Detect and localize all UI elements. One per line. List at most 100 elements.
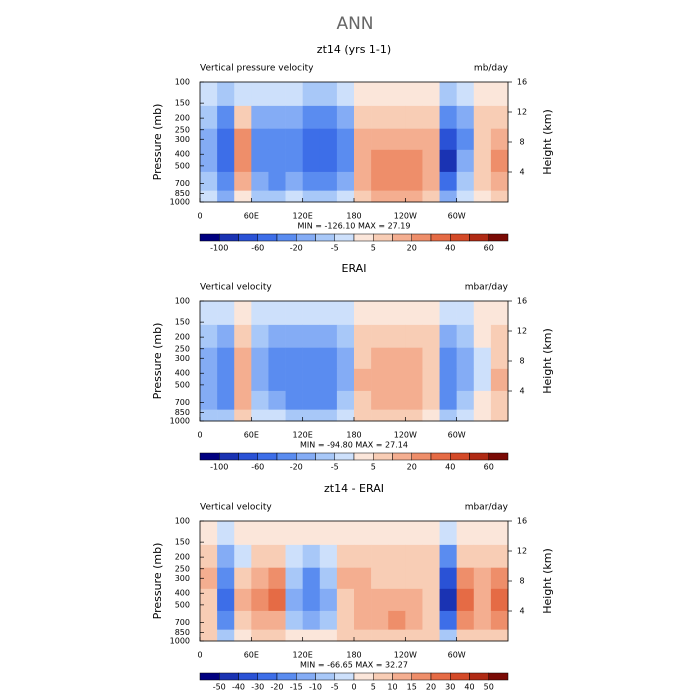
contour-cell [268,324,286,348]
contour-cell [354,521,372,546]
contour-cell [456,629,475,642]
colorbar-box [276,233,297,242]
contour-cell [268,610,286,630]
contour-cell [217,82,235,107]
contour-cell [268,347,286,370]
contour-cell [285,149,303,173]
contour-cell [217,347,235,370]
x-tick-label: 0 [197,651,202,660]
contour-cell [336,301,355,326]
y-tick-label: 700 [175,179,190,188]
colorbar-label: 40 [445,463,455,472]
contour-cell [200,171,218,191]
contour-cell [405,324,423,348]
colorbar-label: -15 [290,683,303,692]
y2-tick-label: 8 [519,357,524,366]
contour-cell [302,190,321,203]
x-tick-label: 180 [346,212,361,221]
colorbar-box [488,672,509,681]
contour-cell [268,190,286,203]
contour-cell [217,409,235,422]
y2-tick-label: 12 [517,547,527,556]
x-tick-label: 60W [448,651,466,660]
contour-cell [234,82,252,107]
contour-cell [473,409,492,422]
colorbar-box [199,672,220,681]
contour-cell [200,521,218,546]
contour-cell [490,629,509,642]
contour-cell [456,301,475,326]
contour-cell [354,82,372,107]
contour-cell [439,301,457,326]
contour-cell [200,567,218,590]
x-tick-label: 60E [244,212,259,221]
y-tick-label: 200 [175,333,190,342]
y-tick-label: 300 [175,135,190,144]
contour-cell [388,82,406,107]
contour-cell [490,171,509,191]
contour-cell [251,610,269,630]
contour-cell [336,588,355,612]
colorbar-box [353,452,374,461]
left-label: Vertical velocity [200,283,272,293]
colorbar-box [488,452,509,461]
contour-cell [439,368,457,392]
contour-cell [234,171,252,191]
y-tick-label: 850 [175,628,190,637]
contour-cell [302,105,321,129]
y-tick-label: 150 [175,99,190,108]
contour-cell [200,105,218,129]
contour-cell [371,190,389,203]
colorbar-label: 10 [387,683,397,692]
colorbar-label: 5 [371,463,376,472]
contour-cell [490,347,509,370]
colorbar-box [411,672,432,681]
contour-cell [319,128,338,151]
contour-cell [200,301,218,326]
contour-cell [302,610,321,630]
colorbar-box [373,452,393,461]
colorbar-box [353,672,374,681]
y-tick-label: 700 [175,618,190,627]
contour-cell [302,588,321,612]
contour-cell [285,544,303,568]
y-tick-label: 250 [175,344,190,353]
contour-cell [388,544,406,568]
colorbar-box [257,672,278,681]
contour-cell [371,171,389,191]
y-tick-label: 400 [175,369,190,378]
contour-cell [473,368,492,392]
contour-cell [285,390,303,410]
contour-cell [200,82,218,107]
contour-cell [251,390,269,410]
contour-cell [422,128,440,151]
x-tick-label: 0 [197,431,202,440]
contour-cell [319,567,338,590]
y-axis-label: Pressure (mb) [151,323,164,400]
y-tick-label: 1000 [170,417,190,426]
y-tick-label: 300 [175,354,190,363]
contour-cell [302,390,321,410]
x-tick-label: 120E [293,431,313,440]
contour-cell [388,347,406,370]
contour-cell [405,190,423,203]
contour-cell [319,82,338,107]
colorbar-box [276,452,297,461]
y2-axis-label: Height (km) [541,328,554,394]
x-tick-label: 60W [448,212,466,221]
colorbar-label: 15 [407,683,417,692]
colorbar-label: -100 [210,244,228,253]
colorbar-box [469,452,489,461]
contour-cell [302,368,321,392]
contour-cell [234,301,252,326]
contour-cell [217,368,235,392]
contour-cell [490,544,509,568]
y-tick-label: 250 [175,564,190,573]
contour-cell [336,149,355,173]
contour-cell [422,588,440,612]
colorbar-label: -10 [309,683,322,692]
x-tick-label: 120W [394,651,417,660]
contour-cell [354,347,372,370]
contour-cell [319,347,338,370]
x-tick-label: 60E [244,651,259,660]
